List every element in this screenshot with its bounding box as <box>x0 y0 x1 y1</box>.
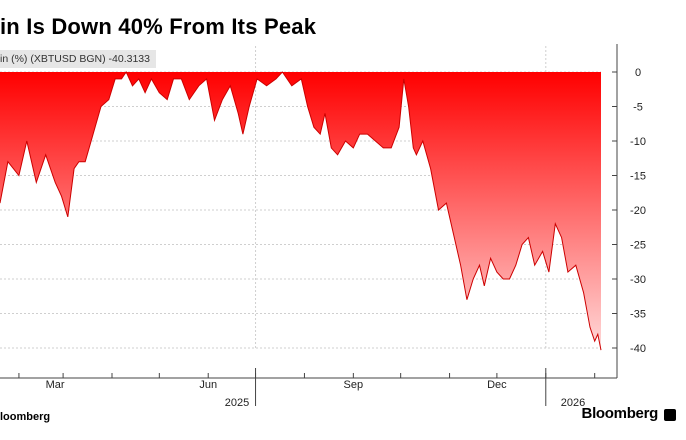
y-tick-label: -20 <box>630 205 646 217</box>
y-tick-label: -35 <box>630 309 646 321</box>
y-tick-label: -40 <box>630 343 646 355</box>
x-month-label: Dec <box>487 379 507 391</box>
y-tick-label: -5 <box>633 102 643 114</box>
legend-label: in (%) (XBTUSD BGN) <box>0 53 106 65</box>
y-tick-label: 0 <box>635 67 641 79</box>
y-tick-label: -30 <box>630 274 646 286</box>
drawdown-line <box>0 70 602 351</box>
chart-title: in Is Down 40% From Its Peak <box>0 14 317 39</box>
legend-value: -40.3133 <box>108 53 150 65</box>
drawdown-area <box>0 72 601 351</box>
brand-logo-text: Bloomberg <box>581 405 659 422</box>
x-month-label: Jun <box>199 379 217 391</box>
x-year-label: 2025 <box>225 397 249 409</box>
y-tick-label: -25 <box>630 240 646 252</box>
x-month-label: Sep <box>344 379 364 391</box>
legend: in (%) (XBTUSD BGN) -40.3133 <box>0 50 156 68</box>
source-label: loomberg <box>0 411 51 423</box>
x-month-label: Mar <box>46 379 65 391</box>
y-tick-label: -10 <box>630 136 646 148</box>
y-tick-label: -15 <box>630 171 646 183</box>
brand-logo-icon <box>664 409 676 421</box>
x-year-label: 2026 <box>561 397 585 409</box>
